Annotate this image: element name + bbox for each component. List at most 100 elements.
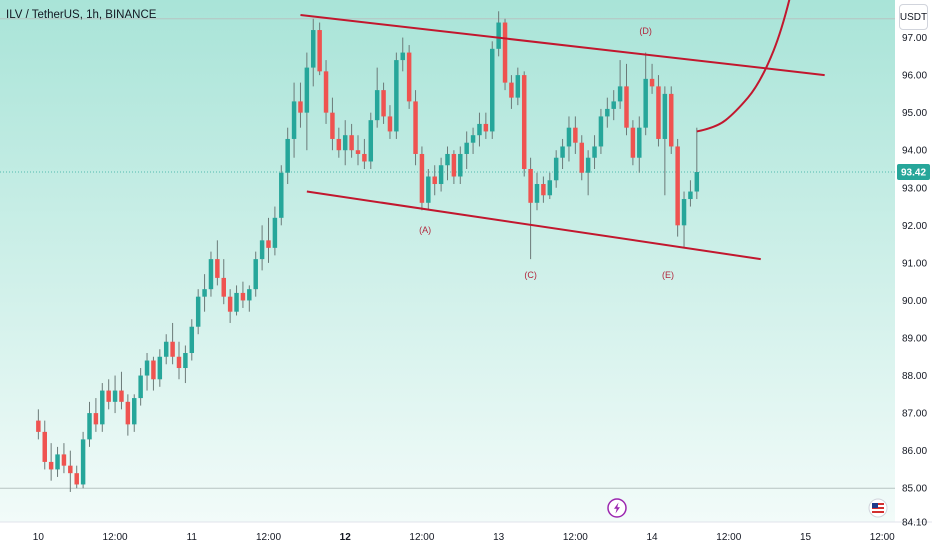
plot-background	[0, 0, 895, 522]
candle-body	[662, 93, 668, 139]
candle-body	[125, 401, 131, 425]
candle-body	[502, 22, 508, 83]
candle-body	[362, 153, 367, 162]
price-tick-label: 88.00	[902, 371, 927, 382]
candle-body	[496, 22, 501, 49]
lightning-icon[interactable]	[607, 498, 627, 518]
candle-body	[215, 259, 220, 278]
time-axis-background[interactable]	[0, 522, 932, 550]
wave-label: (A)	[419, 225, 431, 235]
channel-line-lower[interactable]	[306, 190, 761, 261]
price-axis-background[interactable]	[895, 0, 932, 522]
candle-body	[374, 90, 380, 121]
candle-body	[406, 52, 412, 102]
candle-body	[598, 116, 604, 147]
candle-body	[144, 360, 150, 376]
candle-body	[227, 296, 233, 312]
candle-body	[400, 52, 405, 61]
price-tick-label: 96.00	[902, 71, 927, 82]
candle-body	[61, 454, 67, 466]
candle-body	[195, 296, 201, 327]
candle-body	[438, 165, 444, 185]
candle-body	[643, 78, 648, 128]
candle-body	[477, 123, 482, 136]
price-tick-label: 92.00	[902, 221, 927, 232]
candle-body	[381, 90, 386, 117]
price-axis: 97.00 96.00 95.00 94.00 93.00 92.00 91.00 90.00…	[902, 33, 927, 528]
candle-body	[458, 153, 463, 177]
candle-body	[240, 292, 246, 301]
candle-body	[649, 78, 655, 87]
time-tick-label: 12:00	[716, 532, 741, 543]
candle-body	[534, 184, 540, 203]
candle-body	[426, 176, 431, 203]
us-flag-icon[interactable]	[868, 498, 888, 518]
price-tick-label: 94.00	[902, 146, 927, 157]
candle-body	[630, 127, 636, 158]
candle-body	[483, 123, 489, 132]
last-price-tag-text: 93.42	[901, 167, 926, 178]
candle-body	[285, 138, 290, 173]
projection-curve[interactable]	[696, 0, 812, 133]
candle-body	[170, 341, 175, 357]
candle-body	[387, 116, 393, 132]
candle-body	[368, 120, 374, 162]
candle-body	[68, 465, 73, 474]
candle-body	[669, 93, 674, 147]
candle-body	[163, 341, 169, 357]
last-price-tag: 93.42	[897, 163, 930, 180]
wave-label: (C)	[524, 270, 537, 280]
candle-body	[311, 30, 316, 68]
candle-body	[451, 153, 457, 177]
candle-body	[221, 277, 226, 297]
time-tick-label: 12:00	[870, 532, 895, 543]
price-tick-label: 90.00	[902, 296, 927, 307]
price-tick-label: 84.10	[902, 518, 927, 529]
candle-body	[259, 240, 265, 260]
wave-label: (D)	[639, 26, 652, 36]
candle-body	[419, 153, 425, 203]
candle-body	[80, 439, 86, 485]
candle-body	[541, 184, 546, 196]
time-tick-label: 12:00	[409, 532, 434, 543]
candle-body	[330, 112, 335, 139]
candle-body	[413, 101, 418, 154]
candle-body	[355, 150, 361, 154]
candle-body	[202, 289, 207, 297]
currency-unit-button[interactable]: USDT	[899, 4, 928, 30]
channel-line-upper[interactable]	[300, 14, 825, 77]
candle-body	[681, 199, 687, 226]
candle-body	[132, 398, 137, 425]
candle-body	[266, 240, 271, 248]
price-tick-label: 95.00	[902, 108, 927, 119]
price-tick-label: 85.00	[902, 484, 927, 495]
candle-body	[637, 127, 642, 158]
candle-body	[547, 180, 553, 196]
candle-body	[675, 146, 680, 226]
candle-body	[464, 142, 469, 154]
last-price-tag-background	[897, 163, 930, 180]
candle-body	[394, 60, 399, 132]
candle-body	[605, 108, 610, 117]
time-tick-label: 10	[33, 532, 45, 543]
candle-body	[560, 146, 565, 158]
candle-body	[55, 454, 60, 470]
candle-body	[176, 356, 182, 369]
candle-body	[342, 135, 348, 151]
candle-body	[624, 86, 629, 128]
candle-body	[48, 461, 54, 470]
candle-body	[323, 71, 329, 113]
candle-body	[291, 101, 297, 139]
candle-body	[119, 390, 124, 402]
drawings[interactable]: (A)(B)(C)(D)(E)	[300, 0, 825, 280]
candle-body	[138, 375, 143, 399]
candle-body	[470, 135, 476, 143]
candle-body	[74, 473, 79, 485]
candle-body	[298, 101, 303, 113]
price-tick-label: 87.00	[902, 409, 927, 420]
time-tick-label: 12:00	[563, 532, 588, 543]
time-tick-label: 12:00	[103, 532, 128, 543]
price-tick-label: 93.00	[902, 183, 927, 194]
